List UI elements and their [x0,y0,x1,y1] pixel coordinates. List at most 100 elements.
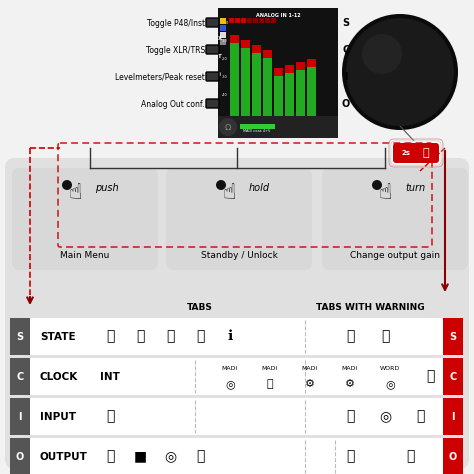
Text: ℹ: ℹ [228,329,233,344]
Circle shape [342,14,458,130]
Text: O: O [449,452,457,462]
Text: ANALOG IN 1-12: ANALOG IN 1-12 [255,12,301,18]
Circle shape [62,180,72,190]
Bar [247,18,252,23]
Text: ⚙: ⚙ [345,379,355,389]
Bar [10,438,30,474]
Text: 🔌: 🔌 [381,329,389,344]
Text: 👁: 👁 [196,329,204,344]
Text: CLOCK: CLOCK [40,372,78,382]
Text: INPUT: INPUT [40,411,76,421]
FancyBboxPatch shape [5,158,469,469]
Bar [263,58,272,118]
Text: 🖧: 🖧 [426,370,434,383]
Bar [218,8,338,138]
Text: 🔋: 🔋 [346,329,354,344]
Bar [10,358,463,395]
Text: 🖧: 🖧 [406,449,414,464]
Text: WORD: WORD [380,365,400,371]
Bar [220,39,226,45]
Text: 🔓: 🔓 [166,329,174,344]
Bar [10,398,463,435]
Text: ☝: ☝ [378,183,392,203]
Text: turn: turn [405,183,425,193]
Bar [307,67,316,118]
Text: T: T [218,54,222,58]
Bar [240,124,275,129]
Bar [274,68,283,76]
Text: 🙂: 🙂 [106,410,114,423]
Text: C: C [17,372,24,382]
Circle shape [362,34,402,74]
Bar [259,18,264,23]
Text: MADI: MADI [262,365,278,371]
Bar [241,40,250,48]
Bar [253,18,258,23]
Text: Analog Out conf.: Analog Out conf. [142,100,205,109]
Bar [241,48,250,118]
Bar [443,438,463,474]
FancyBboxPatch shape [206,18,219,27]
Text: S: S [17,331,24,341]
Text: Levelmeters/Peak reset: Levelmeters/Peak reset [115,73,205,82]
Bar [10,358,30,395]
Text: -20: -20 [222,57,228,61]
Text: S: S [449,331,456,341]
Text: ⏻: ⏻ [423,148,429,158]
Text: ⚙: ⚙ [305,379,315,389]
Circle shape [372,180,382,190]
Text: Change output gain: Change output gain [350,250,440,259]
Text: 🖥: 🖥 [346,449,354,464]
Text: ◎: ◎ [385,379,395,389]
Text: ◎: ◎ [225,379,235,389]
Text: Toggle P48/Inst: Toggle P48/Inst [147,18,205,27]
FancyBboxPatch shape [393,143,439,163]
Bar [241,18,246,23]
Text: ◎: ◎ [379,410,391,423]
Bar [230,43,239,118]
Text: S: S [342,18,349,28]
Bar [285,73,294,118]
Circle shape [216,180,226,190]
Bar [230,35,239,43]
Text: ◎: ◎ [164,449,176,464]
Bar [220,18,226,24]
Bar [220,32,226,38]
Circle shape [219,118,237,136]
Bar [218,116,338,138]
Text: MADI: MADI [302,365,318,371]
Text: O: O [16,452,24,462]
Text: -10: -10 [222,39,228,43]
Bar [252,45,261,53]
Text: 📷: 📷 [267,379,273,389]
Bar [10,438,463,474]
Text: O: O [342,99,350,109]
Bar [220,25,226,31]
Text: 📷: 📷 [416,410,424,423]
FancyBboxPatch shape [206,99,219,108]
Bar [296,70,305,118]
Bar [443,318,463,355]
Text: X: X [218,36,222,40]
Bar [235,18,240,23]
Text: 2s: 2s [401,150,410,156]
Text: -40: -40 [222,93,228,97]
Text: ☝: ☝ [222,183,236,203]
Text: hold: hold [249,183,270,193]
FancyBboxPatch shape [206,45,219,54]
Text: 🎧: 🎧 [106,449,114,464]
Text: I: I [451,411,455,421]
Text: MADI: MADI [222,365,238,371]
Bar [265,18,270,23]
Text: C: C [449,372,456,382]
FancyBboxPatch shape [206,72,219,81]
Bar [252,53,261,118]
Text: INT: INT [100,372,120,382]
Circle shape [346,18,454,126]
Text: 📵: 📵 [136,329,144,344]
FancyBboxPatch shape [12,168,158,270]
Bar [443,398,463,435]
Bar [443,358,463,395]
Text: I: I [18,411,22,421]
Text: MADI coax 4+5: MADI coax 4+5 [243,129,271,133]
